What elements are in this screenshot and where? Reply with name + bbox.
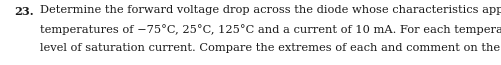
Text: level of saturation current. Compare the extremes of each and comment on the rat: level of saturation current. Compare the… (40, 43, 501, 53)
Text: temperatures of −75°C, 25°C, 125°C and a current of 10 mA. For each temperature,: temperatures of −75°C, 25°C, 125°C and a… (40, 24, 501, 35)
Text: Determine the forward voltage drop across the diode whose characteristics appear: Determine the forward voltage drop acros… (40, 5, 501, 15)
Text: 23.: 23. (14, 6, 34, 17)
